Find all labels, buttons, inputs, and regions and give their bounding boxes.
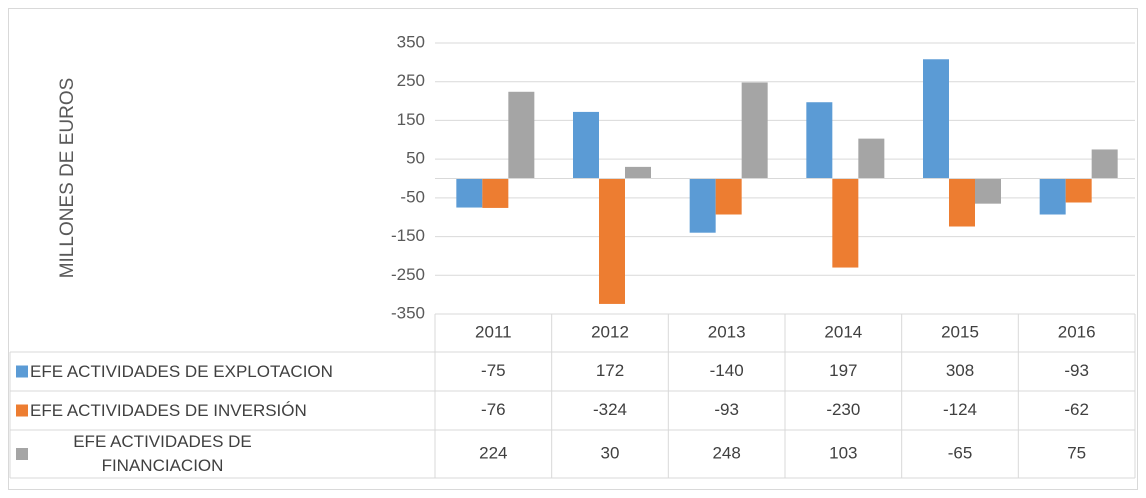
y-axis-title: MILLONES DE EUROS [57, 78, 78, 279]
table-value: -65 [948, 443, 973, 462]
table-value: 248 [712, 443, 740, 462]
table-value: 75 [1067, 443, 1086, 462]
x-tick-label: 2015 [941, 322, 979, 341]
bar [832, 178, 859, 268]
y-tick-label: 50 [406, 149, 425, 168]
bar [1039, 178, 1066, 215]
y-tick-label: -50 [400, 187, 425, 206]
y-tick-label: 350 [397, 32, 425, 51]
legend-marker [16, 404, 28, 417]
table-value: -93 [1064, 361, 1089, 380]
bar [573, 111, 599, 179]
x-tick-label: 2014 [824, 322, 862, 341]
table-value: 103 [829, 443, 857, 462]
y-tick-label: 150 [397, 110, 425, 129]
x-tick-label: 2011 [475, 322, 512, 341]
legend-label: EFE ACTIVIDADES DE INVERSIÓN [30, 400, 307, 420]
bar [1091, 149, 1118, 179]
table-value: -75 [481, 361, 506, 380]
bar [456, 178, 483, 208]
table-value: 224 [479, 443, 507, 462]
y-tick-label: -250 [391, 265, 425, 284]
legend-label: EFE ACTIVIDADES DE EXPLOTACION [30, 361, 333, 381]
bar [858, 138, 885, 179]
bar [949, 178, 975, 227]
bar [508, 91, 535, 179]
legend-marker [16, 448, 28, 460]
table-value: -324 [593, 400, 627, 419]
bar [741, 82, 768, 179]
bar [975, 178, 1001, 204]
table-value: 308 [946, 361, 974, 380]
y-tick-label: -150 [391, 226, 425, 245]
bar [806, 102, 833, 179]
table-value: -62 [1064, 400, 1089, 419]
x-tick-label: 2016 [1058, 322, 1096, 341]
x-tick-label: 2013 [708, 322, 746, 341]
y-tick-label: 250 [397, 71, 425, 90]
table-value: 197 [829, 361, 857, 380]
table-value: -140 [710, 361, 744, 380]
legend-marker [16, 365, 28, 378]
bar [599, 178, 625, 304]
table-value: 172 [596, 361, 624, 380]
table-value: 30 [601, 443, 620, 462]
table-value: -230 [826, 400, 860, 419]
table-value: -93 [714, 400, 739, 419]
table-value: -76 [481, 400, 506, 419]
chart-border [8, 8, 1138, 490]
y-tick-label: -350 [391, 303, 425, 322]
bar [715, 178, 742, 215]
bar [689, 178, 716, 233]
x-tick-label: 2012 [591, 322, 629, 341]
bar [923, 59, 949, 179]
bar [482, 178, 509, 208]
bar [625, 166, 651, 179]
bar [1065, 178, 1092, 203]
table-value: -124 [943, 400, 977, 419]
legend-label: EFE ACTIVIDADES DE FINANCIACION [73, 432, 252, 475]
